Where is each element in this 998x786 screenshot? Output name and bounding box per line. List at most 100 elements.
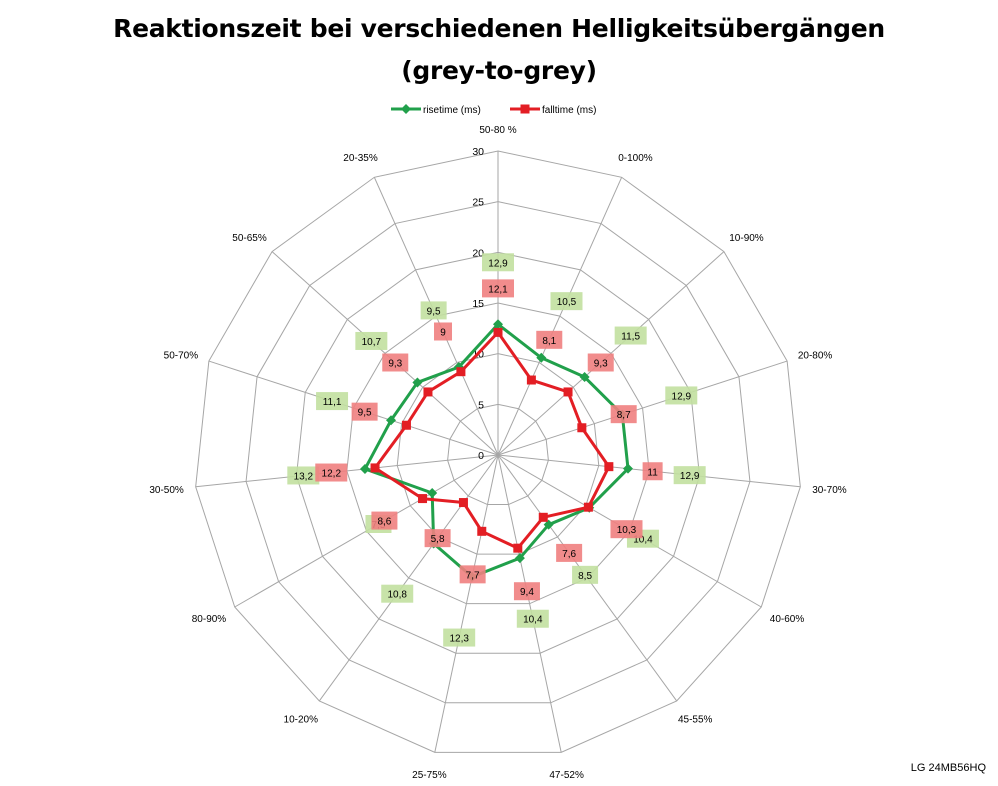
fall-data-label: 9 — [440, 327, 446, 338]
fall-data-label: 8,7 — [617, 410, 631, 421]
series-lines — [359, 319, 634, 582]
data-labels: 12,9 10,5 11,5 12,9 12,9 10,4 8,5 10,4 12,3 10,8 7… — [287, 253, 706, 647]
fall-data-label: 11 — [647, 467, 658, 478]
fall-point — [423, 387, 433, 397]
rise-point — [359, 463, 370, 474]
fall-label-bg — [482, 279, 514, 298]
radar-grid — [195, 150, 801, 753]
series-line — [373, 330, 611, 550]
chart-title-line-2: (grey-to-grey) — [401, 56, 597, 85]
grid-spoke — [497, 251, 725, 456]
category-label: 20-35% — [343, 153, 378, 164]
rise-point — [427, 488, 438, 498]
fall-data-label: 5,8 — [431, 534, 445, 545]
grid-ring — [245, 201, 751, 704]
rise-data-label: 10,8 — [387, 590, 407, 601]
rise-label-bg — [287, 466, 320, 485]
rise-data-label: 11,1 — [323, 397, 342, 408]
grid-spoke — [497, 177, 623, 456]
grid-spoke — [318, 454, 499, 702]
fall-label-bg — [424, 529, 451, 548]
rise-label-bg — [673, 466, 706, 485]
category-label: 30-50% — [149, 485, 184, 496]
rise-label-bg — [420, 301, 447, 320]
fall-point — [493, 327, 503, 337]
grid-ring — [195, 150, 801, 753]
series-line — [363, 322, 630, 579]
fall-label-bg — [382, 353, 409, 372]
fall-point — [538, 512, 548, 522]
rise-label-bg — [516, 609, 549, 628]
tick-label: 5 — [478, 399, 484, 411]
chart-title: Reaktionszeit bei verschiedenen Helligke… — [0, 8, 998, 92]
category-label: 25-75% — [412, 770, 447, 781]
legend-label-risetime: risetime (ms) — [423, 105, 481, 116]
rise-label-bg — [355, 331, 388, 350]
rise-label-bg — [614, 326, 647, 345]
tick-label: 20 — [472, 247, 484, 259]
fall-data-label: 9,5 — [358, 408, 372, 419]
rise-point — [386, 415, 397, 426]
fall-data-label: 9,4 — [520, 587, 534, 598]
grid-ring — [447, 403, 549, 506]
rise-data-label: 12,9 — [672, 391, 692, 402]
fall-label-bg — [642, 462, 663, 481]
fall-label-bg — [351, 402, 378, 421]
fall-point — [456, 367, 466, 377]
fall-data-label: 10,3 — [617, 525, 637, 536]
grid-ring — [295, 251, 701, 654]
rise-point — [623, 463, 634, 474]
category-label: 50-80 % — [479, 125, 516, 136]
fall-data-label: 9,3 — [594, 358, 608, 369]
tick-label: 0 — [478, 450, 484, 462]
fall-label-bg — [459, 565, 486, 584]
tick-label: 30 — [472, 146, 484, 158]
legend-marker-fall — [520, 104, 530, 114]
rise-label-bg — [443, 628, 476, 647]
model-name-note: LG 24MB56HQ — [910, 762, 986, 774]
category-label: 80-90% — [192, 614, 227, 625]
category-labels: 50-80 % 0-100% 10-90% 20-80% 30-70% 40-60% 45-… — [149, 125, 846, 781]
fall-label-bg — [371, 511, 398, 530]
rise-label-bg — [665, 386, 698, 405]
rise-data-label: 10,5 — [557, 297, 577, 308]
fall-label-bg — [536, 330, 563, 349]
rise-label-bg — [381, 584, 414, 603]
fall-data-label: 7,7 — [466, 570, 480, 581]
grid-spoke — [434, 454, 499, 753]
category-label: 50-65% — [232, 233, 267, 244]
category-label: 30-70% — [812, 485, 847, 496]
fall-data-label: 9,3 — [388, 358, 402, 369]
grid-spoke — [271, 251, 499, 456]
fall-data-label: 7,6 — [562, 549, 576, 560]
rise-point — [493, 319, 503, 330]
fall-label-bg — [315, 463, 348, 482]
category-label: 45-55% — [678, 715, 713, 726]
legend: risetime (ms) falltime (ms) — [391, 104, 596, 116]
fall-data-label: 12,1 — [488, 284, 508, 295]
fall-point — [513, 543, 523, 553]
rise-label-bg — [482, 253, 514, 272]
fall-label-bg — [556, 543, 583, 562]
fall-point — [418, 494, 428, 504]
rise-data-label: 12,9 — [488, 258, 508, 269]
grid-spoke — [497, 454, 562, 753]
fall-point — [370, 463, 380, 473]
chart-title-line-1: Reaktionszeit bei verschiedenen Helligke… — [113, 14, 885, 43]
tick-label: 15 — [472, 298, 484, 310]
rise-point — [579, 372, 590, 383]
category-label: 40-60% — [770, 614, 805, 625]
tick-label: 25 — [472, 197, 484, 209]
category-label: 0-100% — [618, 153, 653, 164]
grid-ring — [396, 353, 600, 555]
fall-point — [401, 420, 411, 430]
fall-label-bg — [513, 582, 540, 601]
fall-label-bg — [610, 405, 637, 424]
grid-spoke — [497, 360, 788, 456]
rise-data-label: 10,4 — [523, 615, 543, 626]
fall-label-bg — [610, 520, 643, 539]
fall-point — [477, 526, 487, 536]
fall-point — [577, 423, 587, 433]
rise-label-bg — [550, 292, 583, 311]
